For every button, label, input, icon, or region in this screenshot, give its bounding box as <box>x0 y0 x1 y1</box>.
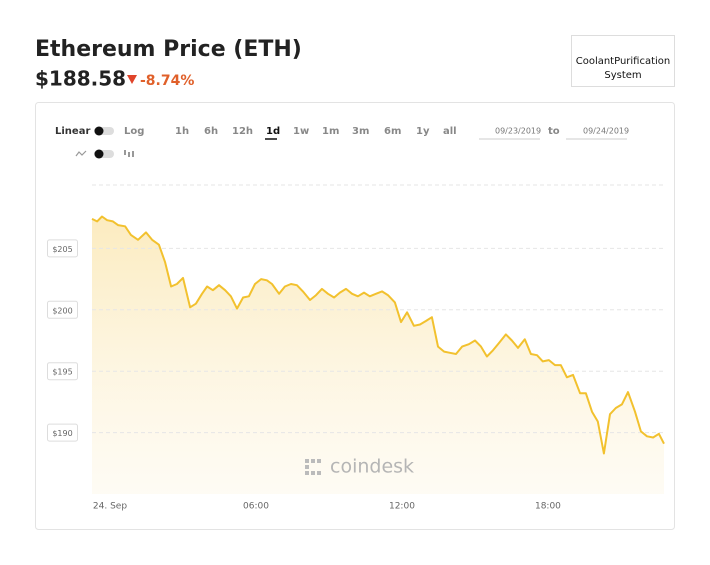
y-tick-label: $190 <box>52 429 72 438</box>
date-from[interactable]: 09/23/2019 <box>495 127 541 136</box>
x-tick-label: 12:00 <box>389 502 415 512</box>
toggle-knob <box>94 126 104 136</box>
ad-text: System <box>604 70 641 81</box>
line <box>91 215 665 455</box>
x-tick-label: 24. Sep <box>93 502 127 512</box>
ad-box[interactable] <box>571 35 675 87</box>
range-button[interactable]: 3m <box>352 126 369 137</box>
y-tick-box <box>47 362 78 381</box>
watermark: coindesk <box>330 456 414 478</box>
ad-text: CoolantPurification <box>576 56 671 67</box>
range-buttons: 1h 6h 12h 1d 1w 1m 3m 6m 1y all <box>175 126 457 140</box>
x-tick-label: 06:00 <box>243 502 269 512</box>
title: Ethereum Price (ETH) <box>35 37 302 62</box>
y-tick-box <box>47 239 78 258</box>
line-icon[interactable] <box>75 150 87 157</box>
y-tick-box <box>47 300 78 319</box>
x-tick-label: 18:00 <box>535 502 561 512</box>
scale-option[interactable]: Linear <box>55 126 90 137</box>
price: $188.58 <box>35 67 126 91</box>
y-tick-label: $200 <box>52 306 72 315</box>
watermark-icon <box>305 459 321 475</box>
y-tick-box <box>47 423 78 442</box>
toggle-knob <box>94 149 104 159</box>
down-arrow <box>127 75 137 84</box>
range-button[interactable]: 6m <box>384 126 401 137</box>
range-button[interactable]: all <box>443 126 457 137</box>
range-button[interactable]: 6h <box>204 126 218 137</box>
range-button[interactable]: 1m <box>322 126 339 137</box>
area <box>92 216 664 494</box>
plot: $190 $195 $200 $205 24. Sep 06:00 12:00 18:00 <box>47 215 665 512</box>
range-button[interactable]: 1y <box>416 126 430 137</box>
y-tick-label: $205 <box>52 245 72 254</box>
date-to-label: to <box>548 126 560 137</box>
change: -8.74% <box>140 73 194 89</box>
range-button[interactable]: 12h <box>232 126 253 137</box>
range-button[interactable]: 1h <box>175 126 189 137</box>
candle-icon[interactable] <box>124 150 134 157</box>
range-button[interactable]: 1d <box>266 126 280 137</box>
scale-option[interactable]: Log <box>124 126 144 137</box>
date-to[interactable]: 09/24/2019 <box>583 127 629 136</box>
range-button[interactable]: 1w <box>293 126 309 137</box>
y-tick-label: $195 <box>52 368 72 377</box>
